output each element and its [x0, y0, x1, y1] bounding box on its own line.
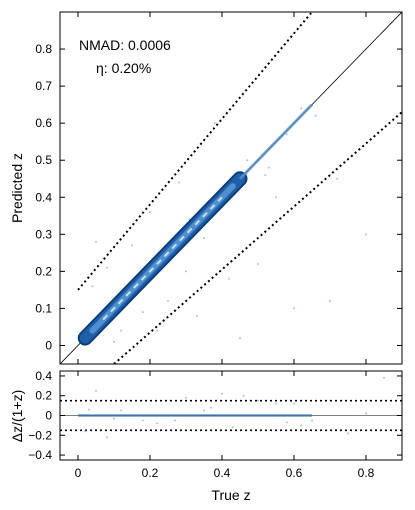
residual-point — [141, 419, 144, 422]
top-panel: 0 0.1 0.2 0.3 0.4 0.5 0.6 0.7 0.8 — [35, 12, 402, 364]
scatter-point — [120, 329, 123, 332]
residual-point — [95, 389, 97, 392]
scatter-point — [293, 307, 295, 310]
scatter-point — [91, 285, 94, 288]
scatter-point — [141, 311, 144, 314]
residual-point — [231, 426, 234, 429]
scatter-point — [228, 277, 231, 280]
residual-point — [185, 396, 187, 399]
scatter-point — [213, 122, 216, 125]
scatter-point — [131, 244, 133, 247]
residual-point — [311, 419, 313, 422]
scatter-point — [177, 181, 180, 184]
top-ytick-label: 0.6 — [35, 116, 52, 130]
outlier-fraction-annotation: η: 0.20% — [96, 60, 151, 76]
top-ytick-label: 0.4 — [35, 190, 52, 204]
top-ytick-label: 0.1 — [35, 301, 52, 315]
scatter-point — [314, 114, 317, 117]
residual-point — [156, 422, 159, 425]
top-ytick-label: 0.3 — [35, 227, 52, 241]
scatter-point — [246, 159, 249, 162]
bottom-ytick-label: 0.4 — [35, 369, 52, 383]
bottom-xlabel: True z — [211, 487, 250, 503]
residual-point — [113, 417, 115, 420]
bottom-ytick-label: 0 — [45, 409, 52, 423]
scatter-point — [95, 240, 97, 243]
scatter-point — [185, 270, 187, 273]
top-ylabel: Predicted z — [9, 153, 25, 223]
outlier-lower-line — [113, 111, 402, 364]
bottom-xtick-label: 0.6 — [286, 466, 303, 480]
top-ytick-label: 0.8 — [35, 42, 52, 56]
density-band-tail — [238, 103, 314, 180]
bottom-xtick-label: 0.8 — [358, 466, 375, 480]
bottom-panel: −0.4 −0.2 0 0.2 0.4 0 0.2 0.4 0.6 0.8 — [28, 369, 402, 480]
residual-point — [105, 436, 108, 439]
scatter-point — [239, 337, 241, 340]
residual-point — [87, 408, 90, 411]
nmad-annotation: NMAD: 0.0006 — [79, 37, 171, 53]
residual-point — [275, 402, 277, 405]
residual-point — [347, 432, 349, 435]
scatter-point — [105, 266, 108, 269]
residual-point — [365, 412, 367, 415]
scatter-point — [285, 133, 288, 136]
scatter-point — [167, 300, 169, 303]
top-ytick-label: 0.2 — [35, 264, 52, 278]
scatter-point — [257, 262, 259, 265]
scatter-point — [267, 166, 270, 169]
bottom-xtick-label: 0.4 — [214, 466, 231, 480]
outlier-upper-line — [77, 12, 313, 291]
top-ytick-label: 0.7 — [35, 79, 52, 93]
scatter-point — [275, 196, 277, 199]
scatter-point — [156, 329, 159, 332]
residual-point — [242, 394, 245, 397]
residual-point — [293, 402, 295, 405]
residual-point — [120, 409, 123, 412]
bottom-plot-area — [60, 376, 402, 439]
top-plot-area — [60, 12, 402, 364]
residual-point — [84, 430, 87, 433]
scatter-point — [329, 300, 331, 303]
residual-point — [300, 424, 303, 427]
bottom-ylabel: Δz/(1+z) — [9, 390, 25, 443]
top-panel-frame — [59, 11, 403, 365]
scatter-point — [149, 211, 151, 214]
residual-point — [383, 376, 385, 379]
residual-point — [203, 409, 205, 412]
bottom-xtick-label: 0 — [75, 466, 82, 480]
residual-point — [174, 419, 177, 422]
bottom-ytick-label: 0.2 — [35, 389, 52, 403]
scatter-point — [203, 237, 205, 240]
scatter-point — [300, 107, 303, 110]
bottom-xtick-label: 0.2 — [142, 466, 159, 480]
scatter-point — [113, 340, 115, 343]
scatter-point — [365, 233, 367, 236]
top-ytick-label: 0.5 — [35, 153, 52, 167]
residual-point — [210, 406, 213, 409]
bottom-ytick-label: −0.4 — [28, 448, 52, 462]
scatter-point — [264, 174, 267, 177]
residual-point — [285, 421, 288, 424]
top-ytick-label: 0 — [45, 338, 52, 352]
residual-point — [221, 392, 223, 395]
density-band-inner — [89, 183, 236, 334]
bottom-ytick-label: −0.2 — [28, 428, 52, 442]
scatter-point — [195, 314, 198, 317]
residual-point — [257, 399, 259, 402]
scatter-point — [336, 177, 339, 180]
